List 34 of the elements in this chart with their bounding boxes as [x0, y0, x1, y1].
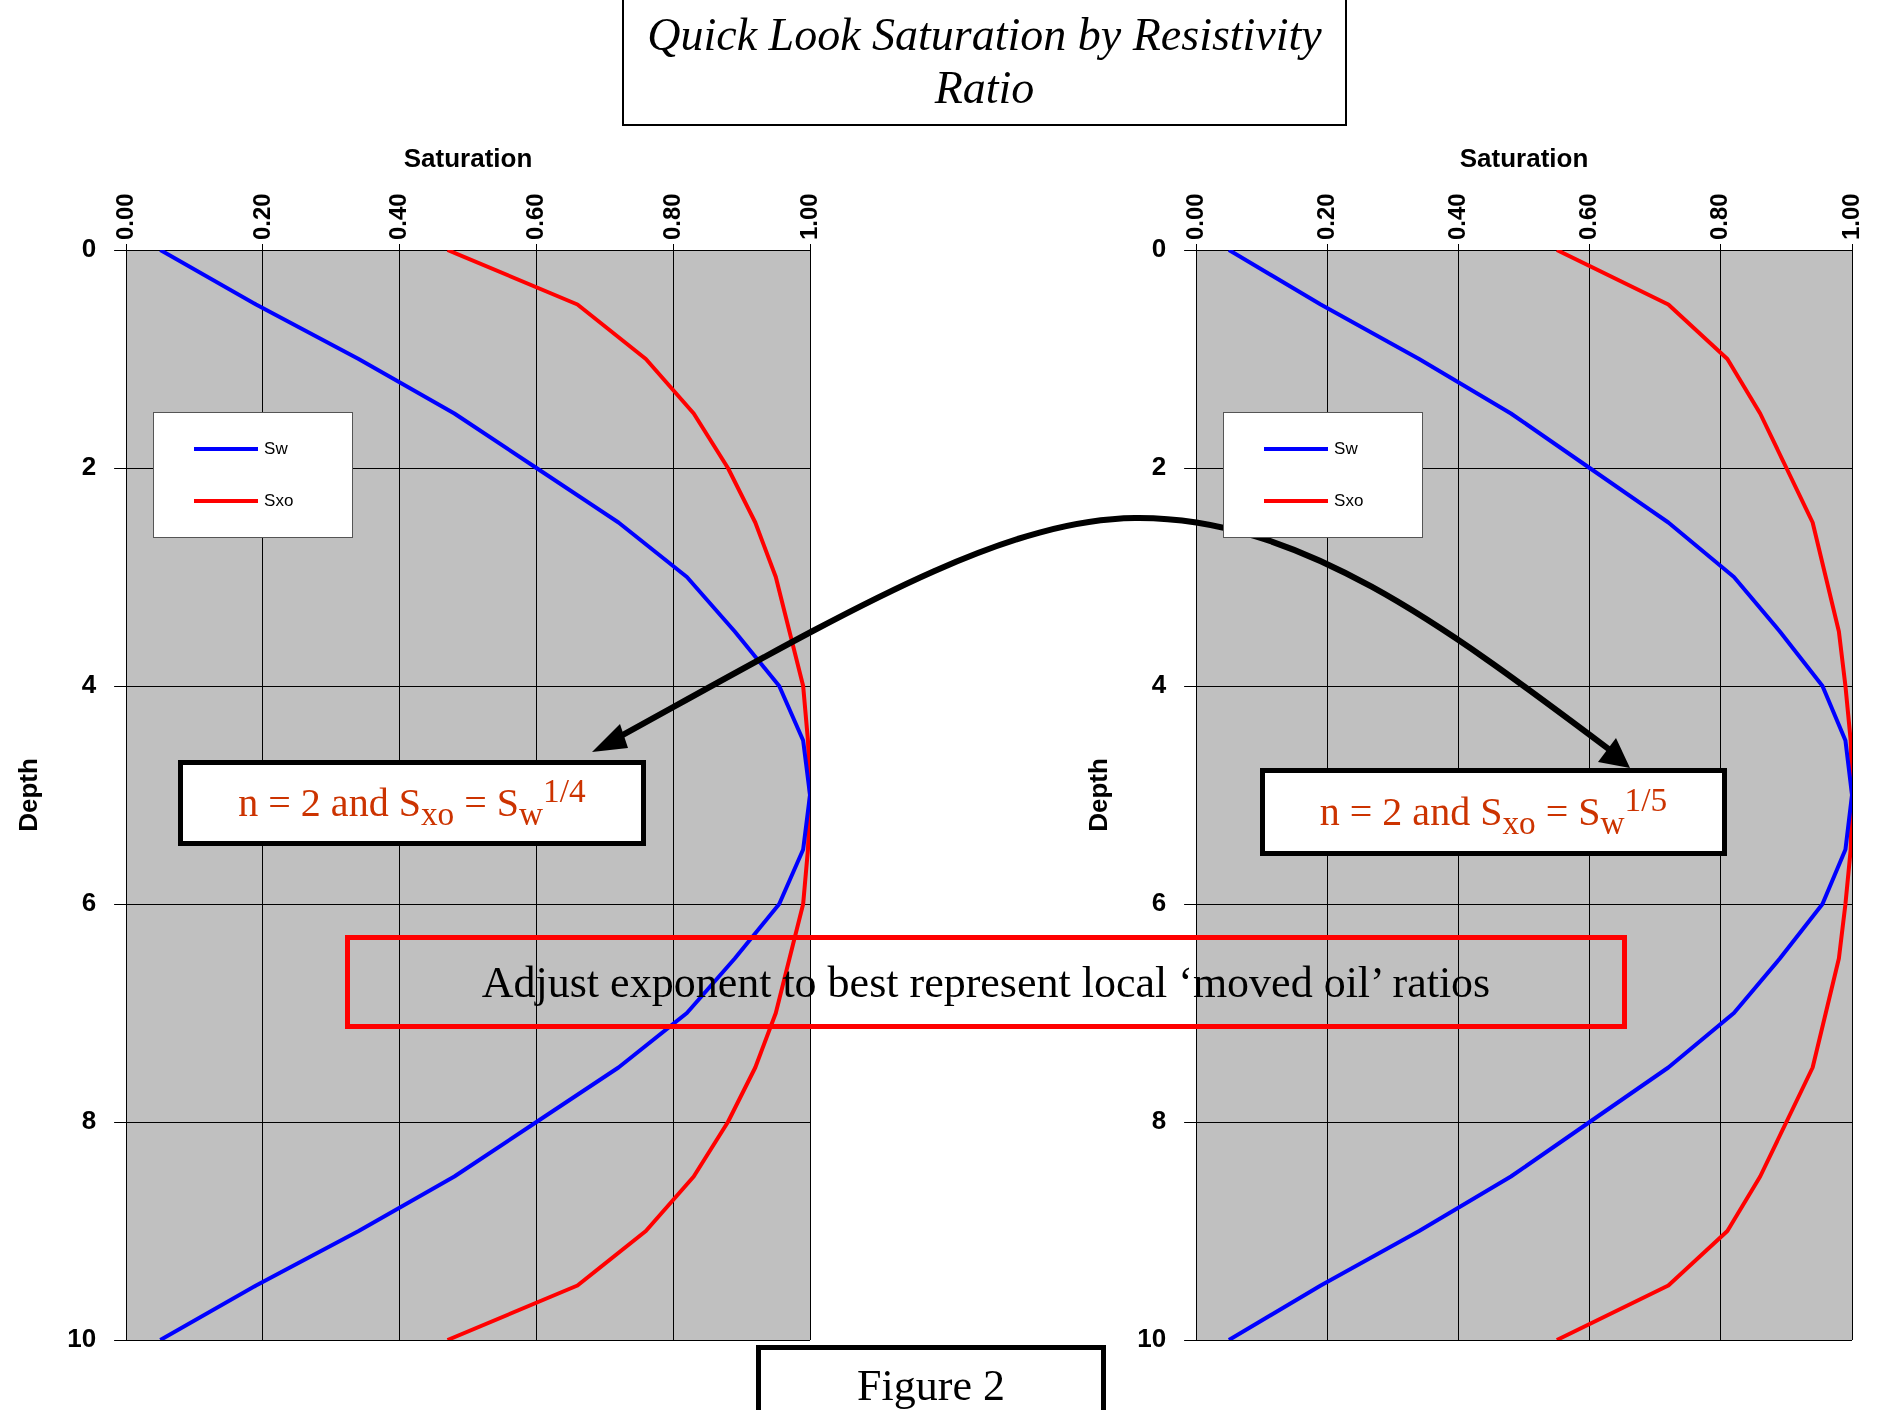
legend-label: Sxo	[264, 491, 294, 511]
y-axis-title: Depth	[1082, 758, 1113, 832]
x-tick-label: 0.80	[1705, 193, 1733, 240]
y-tick-label: 2	[81, 451, 97, 482]
y-axis-title: Depth	[12, 758, 43, 832]
y-tick-label: 2	[1151, 451, 1167, 482]
y-tick-label: 8	[81, 1105, 97, 1136]
x-tick-label: 0.40	[384, 193, 412, 240]
y-tick-label: 0	[81, 233, 97, 264]
x-axis-title: Saturation	[1459, 142, 1589, 173]
y-tick-label: 10	[1137, 1323, 1167, 1354]
x-tick-label: 0.80	[657, 193, 685, 240]
caption: Figure 2	[857, 1359, 1005, 1410]
x-tick-label: 0.00	[110, 193, 138, 240]
x-tick-label: 0.20	[1311, 193, 1339, 240]
y-tick-label: 0	[1151, 233, 1167, 264]
x-tick-label: 0.40	[1443, 193, 1471, 240]
y-tick-label: 6	[81, 887, 97, 918]
legend-label: Sxo	[1334, 491, 1364, 511]
x-tick-label: 1.00	[1836, 193, 1864, 240]
x-tick-label: 0.00	[1180, 193, 1208, 240]
text: Quick Look Saturation by Resistivity Ratio	[646, 8, 1323, 114]
y-tick-label: 10	[67, 1323, 97, 1354]
x-tick-label: 0.60	[1574, 193, 1602, 240]
legend-label: Sw	[264, 439, 288, 459]
x-tick-label: 0.60	[521, 193, 549, 240]
y-tick-label: 4	[81, 669, 97, 700]
y-tick-label: 6	[1151, 887, 1167, 918]
x-axis-title: Saturation	[403, 142, 533, 173]
y-tick-label: 8	[1151, 1105, 1167, 1136]
x-tick-label: 1.00	[794, 193, 822, 240]
y-tick-label: 4	[1151, 669, 1167, 700]
legend-label: Sw	[1334, 439, 1358, 459]
x-tick-label: 0.20	[247, 193, 275, 240]
